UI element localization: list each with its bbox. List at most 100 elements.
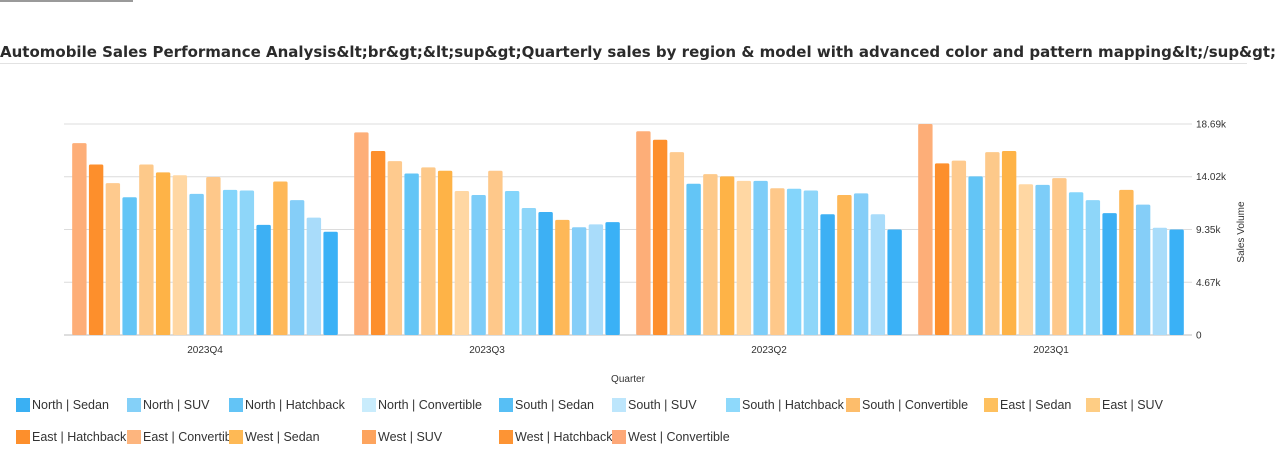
bar[interactable] [370,150,386,335]
legend-label: South | Hatchback [742,398,844,412]
bar[interactable] [206,176,221,335]
bar[interactable] [887,229,902,335]
bar[interactable] [404,173,419,335]
bar[interactable] [454,191,470,335]
x-tick-label: 2023Q3 [469,345,505,356]
bar[interactable] [786,188,802,335]
bar[interactable] [421,167,436,335]
bar[interactable] [753,180,768,335]
bar[interactable] [437,170,453,335]
bar[interactable] [521,207,537,335]
bar[interactable] [719,176,735,335]
bar[interactable] [820,214,835,335]
legend-item[interactable]: North | SUV [127,398,209,412]
legend-item[interactable]: North | Hatchback [229,398,345,412]
bar[interactable] [1018,184,1034,335]
bar[interactable] [853,193,869,335]
title-divider [0,63,1247,64]
bar[interactable] [72,143,87,335]
legend-label: South | Sedan [515,398,595,412]
x-tick-label: 2023Q1 [1033,345,1069,356]
bar[interactable] [306,217,322,335]
bar[interactable] [951,160,967,335]
bar[interactable] [1102,213,1117,335]
legend-label: East | Sedan [1000,398,1072,412]
legend-swatch [127,430,141,444]
bar[interactable] [289,200,305,335]
bar[interactable] [652,139,668,335]
bar[interactable] [1085,200,1101,335]
bar[interactable] [1135,204,1151,335]
bar[interactable] [555,219,570,335]
legend-label: West | Hatchback [515,430,613,444]
legend-item[interactable]: West | Hatchback [499,430,613,444]
legend-label: North | SUV [143,398,210,412]
bar[interactable] [571,227,587,335]
bar[interactable] [837,195,852,335]
bar[interactable] [736,180,752,335]
bar[interactable] [1001,150,1017,335]
legend-item[interactable]: South | Sedan [499,398,594,412]
bar[interactable] [1119,189,1134,335]
legend-item[interactable]: West | SUV [362,430,442,444]
bar[interactable] [323,231,338,335]
bar[interactable] [139,164,154,335]
legend-swatch [1086,398,1100,412]
legend-label: West | Convertible [628,430,730,444]
bar[interactable] [189,193,204,335]
bar[interactable] [870,214,886,335]
legend-item[interactable]: East | Convertible [127,430,241,444]
bar[interactable] [239,190,255,335]
bar[interactable] [588,224,604,335]
bar[interactable] [538,211,553,335]
bars [72,124,1184,335]
bar[interactable] [636,131,651,335]
bar[interactable] [703,174,718,335]
legend-label: West | Sedan [245,430,320,444]
bar[interactable] [934,163,950,335]
legend-item[interactable]: South | Convertible [846,398,968,412]
bar[interactable] [985,152,1000,335]
legend-item[interactable]: East | Hatchback [16,430,126,444]
legend-swatch [499,398,513,412]
bar[interactable] [770,188,785,335]
bar[interactable] [968,176,983,335]
legend-swatch [16,430,30,444]
legend-label: East | Hatchback [32,430,127,444]
bar[interactable] [172,175,188,335]
bar[interactable] [256,224,271,335]
legend-item[interactable]: South | Hatchback [726,398,844,412]
bar[interactable] [354,132,369,335]
legend-item[interactable]: West | Convertible [612,430,730,444]
bar[interactable] [669,152,685,335]
bar[interactable] [387,161,403,335]
bar[interactable] [1052,178,1067,335]
legend-label: North | Hatchback [245,398,345,412]
bar[interactable] [88,164,104,335]
bar[interactable] [1035,184,1050,335]
bar[interactable] [803,190,819,335]
bar[interactable] [488,170,503,335]
bar[interactable] [1169,229,1184,335]
bar[interactable] [155,172,171,335]
legend-item[interactable]: East | SUV [1086,398,1163,412]
legend-item[interactable]: North | Convertible [362,398,482,412]
bar[interactable] [1068,192,1084,335]
bar[interactable] [222,189,238,335]
bar[interactable] [918,124,933,335]
bar[interactable] [1152,227,1168,335]
bar[interactable] [273,181,288,335]
legend-item[interactable]: North | Sedan [16,398,109,412]
legend-item[interactable]: West | Sedan [229,430,320,444]
bar[interactable] [122,197,137,335]
bar[interactable] [686,183,701,335]
bar[interactable] [471,195,486,335]
y-tick-labels: 0 4.67k 9.35k 14.02k 18.69k [1196,120,1227,342]
legend-label: North | Sedan [32,398,109,412]
bar[interactable] [504,191,520,335]
legend-item[interactable]: East | Sedan [984,398,1071,412]
legend-swatch [499,430,513,444]
bar[interactable] [105,183,121,335]
bar[interactable] [605,222,620,335]
legend-item[interactable]: South | SUV [612,398,697,412]
